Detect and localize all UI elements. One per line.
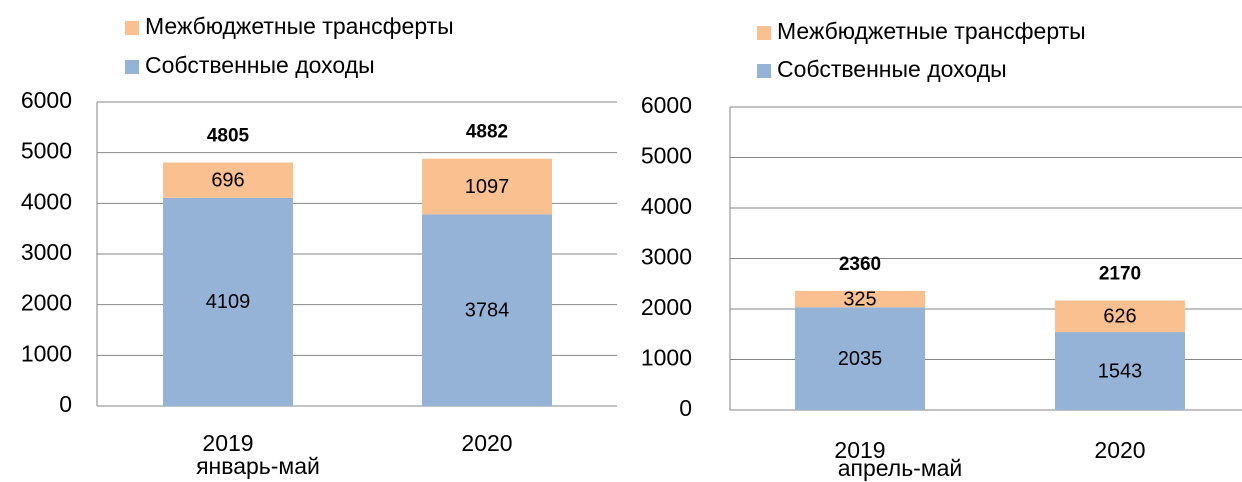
y-tick-label: 2000 xyxy=(21,290,72,316)
legend-swatch xyxy=(125,21,139,35)
bar-segment xyxy=(422,158,552,215)
y-tick-label: 3000 xyxy=(641,244,692,270)
total-label: 2360 xyxy=(839,254,881,275)
x-tick-label: 2020 xyxy=(1094,437,1145,463)
y-tick-label: 6000 xyxy=(21,87,72,113)
x-axis-label: январь-май xyxy=(196,453,320,479)
bar-segment xyxy=(163,197,293,406)
data-label: 626 xyxy=(1103,306,1136,328)
data-label: 1543 xyxy=(1098,360,1143,382)
total-label: 2170 xyxy=(1099,263,1141,284)
y-tick-label: 5000 xyxy=(21,138,72,164)
data-label: 696 xyxy=(211,169,244,191)
total-label: 4805 xyxy=(207,126,250,147)
y-tick-label: 0 xyxy=(679,395,692,421)
data-label: 2035 xyxy=(838,348,883,370)
legend-label: Межбюджетные трансферты xyxy=(777,18,1086,44)
bar-segment xyxy=(163,162,293,198)
bar-segment xyxy=(1055,332,1185,410)
y-tick-label: 4000 xyxy=(641,193,692,219)
y-tick-label: 2000 xyxy=(641,294,692,320)
y-tick-label: 5000 xyxy=(641,143,692,169)
x-axis-label: апрель-май xyxy=(838,455,963,481)
y-tick-label: 1000 xyxy=(641,345,692,371)
legend-label: Собственные доходы xyxy=(777,56,1007,82)
bar-segment xyxy=(795,290,925,308)
total-label: 4882 xyxy=(466,122,508,143)
legend-swatch xyxy=(757,64,771,78)
legend-label: Собственные доходы xyxy=(145,52,375,78)
bar-segment xyxy=(1055,300,1185,333)
y-tick-label: 3000 xyxy=(21,239,72,265)
y-tick-label: 1000 xyxy=(21,340,72,366)
x-tick-label: 2020 xyxy=(461,430,512,456)
x-tick-label: 2019 xyxy=(202,430,253,456)
legend-swatch xyxy=(125,60,139,74)
bar-segment xyxy=(795,307,925,410)
bar-segment xyxy=(422,214,552,406)
y-tick-label: 4000 xyxy=(21,188,72,214)
y-tick-label: 6000 xyxy=(641,92,692,118)
x-tick-label: 2019 xyxy=(834,437,885,463)
data-label: 1097 xyxy=(465,176,510,198)
legend-swatch xyxy=(757,26,771,40)
data-label: 4109 xyxy=(206,291,251,313)
legend-label: Межбюджетные трансферты xyxy=(145,13,454,39)
data-label: 3784 xyxy=(465,299,510,321)
data-label: 325 xyxy=(843,288,876,310)
y-tick-label: 0 xyxy=(59,391,72,417)
